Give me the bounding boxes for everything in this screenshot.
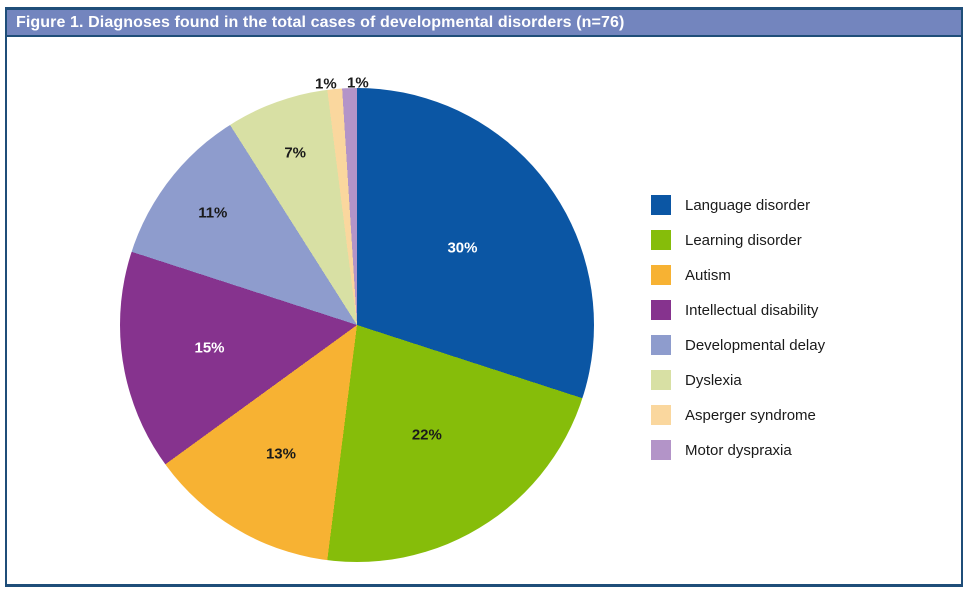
legend-item: Language disorder (651, 195, 825, 215)
pie-percent-label: 7% (284, 144, 307, 162)
legend-item: Autism (651, 265, 825, 285)
legend-item: Intellectual disability (651, 300, 825, 320)
legend-item: Developmental delay (651, 335, 825, 355)
pie-percent-label: 15% (194, 339, 225, 357)
legend-label: Dyslexia (685, 371, 742, 389)
figure-frame: Figure 1. Diagnoses found in the total c… (5, 7, 963, 587)
legend-swatch (651, 195, 671, 215)
legend-swatch (651, 440, 671, 460)
figure-title-bar: Figure 1. Diagnoses found in the total c… (5, 7, 963, 37)
legend: Language disorder Learning disorder Autism… (651, 195, 825, 475)
legend-swatch (651, 300, 671, 320)
pie-percent-label: 1% (346, 74, 369, 92)
legend-swatch (651, 335, 671, 355)
legend-item: Learning disorder (651, 230, 825, 250)
pie-percent-label: 30% (447, 239, 478, 257)
pie-percent-label: 13% (265, 445, 296, 463)
pie-percent-label: 11% (198, 204, 228, 222)
pie-percent-label: 22% (411, 426, 442, 444)
legend-item: Asperger syndrome (651, 405, 825, 425)
legend-label: Developmental delay (685, 336, 826, 354)
pie-percent-label: 1% (314, 75, 337, 93)
legend-label: Language disorder (685, 196, 811, 214)
legend-label: Intellectual disability (685, 301, 819, 319)
figure-title: Figure 1. Diagnoses found in the total c… (16, 13, 625, 31)
legend-label: Motor dyspraxia (685, 441, 792, 459)
legend-label: Autism (685, 266, 731, 284)
legend-label: Asperger syndrome (685, 406, 816, 424)
legend-swatch (651, 230, 671, 250)
legend-swatch (651, 265, 671, 285)
legend-swatch (651, 405, 671, 425)
legend-label: Learning disorder (685, 231, 802, 249)
legend-item: Dyslexia (651, 370, 825, 390)
chart-area: 30% 22% 13% 15% 11% 7% 1% 1% Language disorder L… (5, 37, 963, 587)
legend-item: Motor dyspraxia (651, 440, 825, 460)
pie (120, 88, 594, 562)
pie-chart: 30% 22% 13% 15% 11% 7% 1% 1% (120, 75, 594, 562)
legend-swatch (651, 370, 671, 390)
